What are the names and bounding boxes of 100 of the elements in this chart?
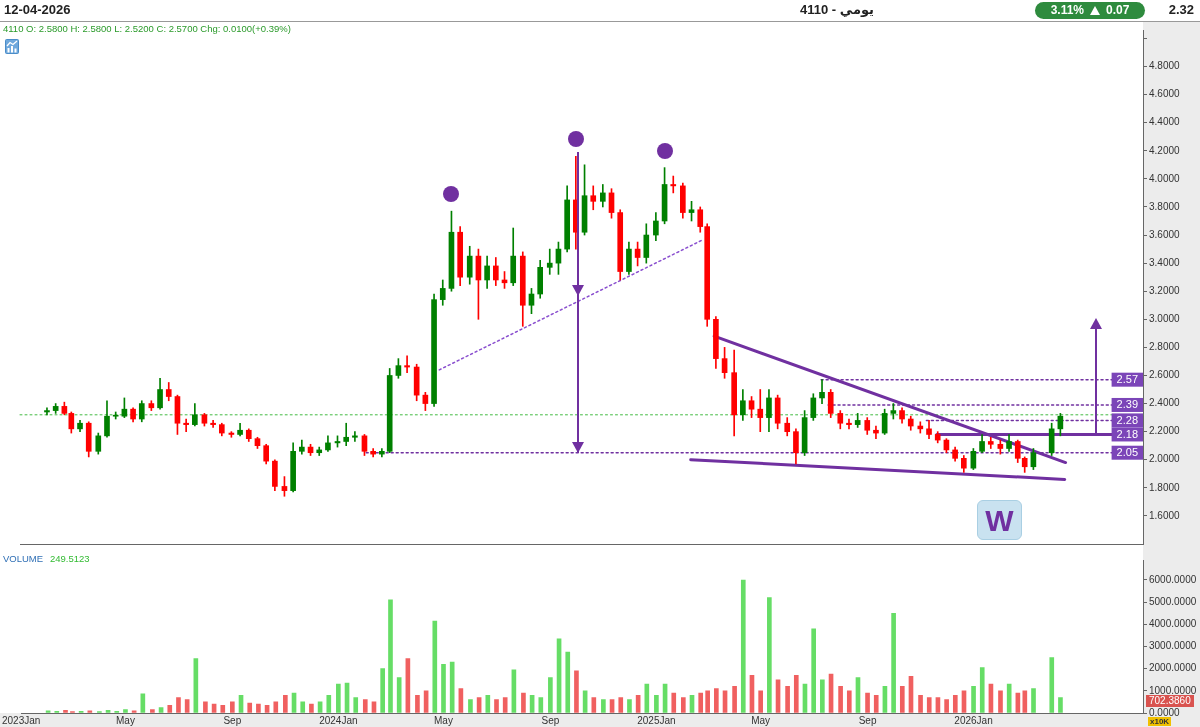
bar	[758, 690, 763, 713]
bar	[396, 677, 402, 713]
bar	[150, 709, 155, 713]
x-tick-label: May	[116, 714, 135, 726]
bar	[671, 692, 677, 713]
y-tick-label: 4.2000	[1149, 144, 1181, 156]
candlestick	[670, 175, 677, 194]
y-tick-label: 1000.0000	[1149, 684, 1197, 696]
bar	[820, 679, 825, 713]
bar	[362, 699, 368, 713]
bar	[565, 651, 571, 713]
bar	[521, 692, 526, 713]
bar	[926, 697, 932, 713]
bar	[220, 704, 226, 713]
bar	[979, 667, 985, 713]
candlestick	[873, 425, 879, 439]
x-tick-label: Sep	[541, 714, 560, 726]
bar	[415, 694, 420, 713]
y-tick-label: 2.2000	[1149, 425, 1181, 437]
y-tick-label: 2.8000	[1149, 341, 1181, 353]
y-tick-label: 3.4000	[1149, 256, 1181, 268]
bar	[698, 692, 704, 713]
candlestick	[44, 407, 50, 416]
chart-title: 4110 - يومي	[800, 2, 874, 18]
bar	[1006, 683, 1012, 713]
candlestick	[343, 422, 350, 447]
candlestick	[757, 389, 764, 432]
annotation: W	[977, 500, 1022, 540]
bar	[681, 697, 686, 713]
text: 2.32	[1168, 2, 1194, 18]
y-tick-label: 4.8000	[1149, 60, 1181, 72]
x-tick-label: 2023Jan	[2, 714, 41, 726]
y-tick-label: 5000.0000	[1149, 595, 1197, 607]
y-tick-label: 3.0000	[1149, 313, 1181, 325]
bar	[449, 661, 455, 713]
text: 702.3860	[1146, 695, 1194, 707]
chart-title: VOLUME	[3, 553, 44, 565]
annotation: 249.5123	[50, 553, 90, 565]
bar	[502, 697, 508, 713]
bar	[1031, 688, 1036, 713]
bar	[644, 683, 650, 713]
bar	[300, 701, 306, 713]
bar	[388, 599, 393, 713]
bar	[714, 688, 719, 713]
bar	[468, 699, 473, 713]
x-tick-label: May	[434, 714, 453, 726]
x-tick-label: 2025Jan	[637, 714, 676, 726]
bar	[131, 710, 137, 713]
candlestick	[917, 421, 924, 434]
x-tick-label: Sep	[858, 714, 877, 726]
bar	[767, 597, 772, 713]
candlestick	[546, 248, 553, 275]
bar	[627, 699, 632, 713]
bar	[618, 697, 624, 713]
candlestick	[846, 418, 852, 430]
bar	[105, 710, 111, 713]
bar	[705, 690, 710, 713]
bar	[247, 702, 253, 713]
bar	[785, 686, 790, 713]
y-tick-label: 1.6000	[1149, 509, 1181, 521]
bar	[441, 663, 446, 713]
y-tick-label: 2.0000	[1149, 453, 1181, 465]
bar	[732, 686, 737, 713]
x-tick-label: May	[751, 714, 771, 726]
annotation: 2.28	[1116, 413, 1139, 426]
candlestick	[404, 355, 410, 373]
y-tick-label: 4.4000	[1149, 116, 1181, 128]
bar	[485, 694, 491, 713]
bar	[176, 697, 181, 713]
x-tick-label: Sep	[223, 714, 242, 726]
bar	[740, 579, 746, 713]
bar	[899, 686, 905, 713]
bar	[654, 694, 659, 713]
candlestick	[210, 420, 216, 428]
text: 0.07	[1106, 2, 1130, 18]
bar	[811, 628, 816, 713]
bar	[793, 674, 799, 713]
bar	[891, 612, 896, 713]
bar	[167, 704, 173, 713]
bar	[380, 668, 385, 713]
candlestick	[183, 418, 189, 432]
bar	[45, 710, 51, 713]
y-axis-title: x10K	[1148, 717, 1172, 726]
candlestick	[819, 379, 825, 404]
y-tick-label: 6000.0000	[1149, 573, 1197, 585]
y-tick-label: 3000.0000	[1149, 640, 1197, 652]
bar	[203, 701, 208, 713]
y-tick-label: 2.4000	[1149, 397, 1181, 409]
y-tick-label: 2000.0000	[1149, 662, 1197, 674]
annotation: 2.18	[1116, 427, 1139, 440]
bar	[971, 686, 976, 713]
y-tick-label: 2.6000	[1149, 369, 1181, 381]
y-tick-label: 4.6000	[1149, 88, 1181, 100]
bar	[574, 670, 579, 713]
annotation: 2.39	[1116, 398, 1139, 411]
bar	[326, 694, 332, 713]
y-tick-label: 3.2000	[1149, 284, 1181, 296]
y-tick-label: 1.8000	[1149, 481, 1181, 493]
bar	[63, 710, 68, 713]
bar	[538, 697, 544, 713]
